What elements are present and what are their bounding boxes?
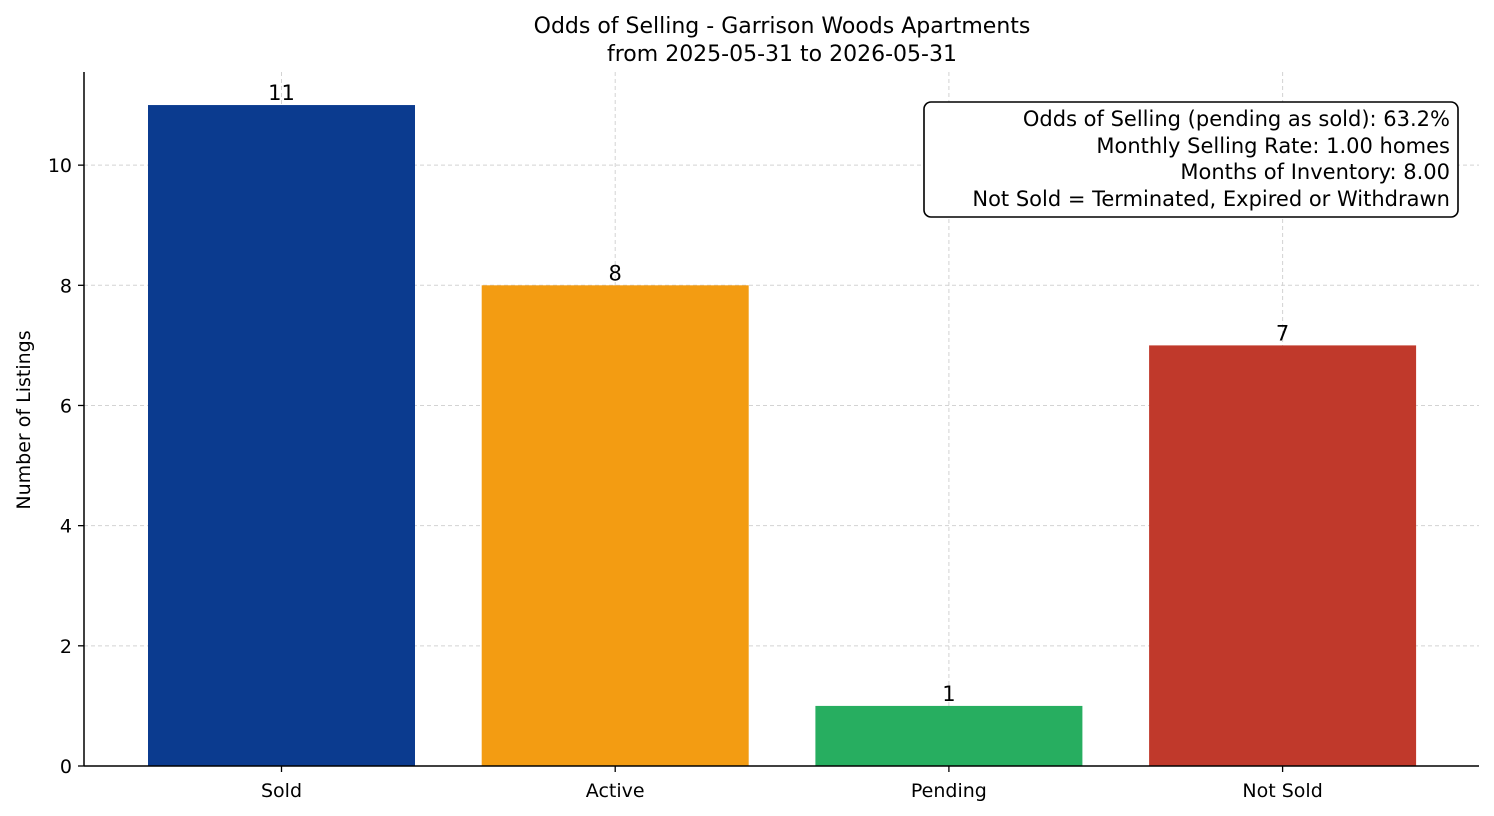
- bar-value-label: 11: [268, 81, 295, 105]
- x-tick-label: Pending: [911, 780, 987, 802]
- info-line-inventory: Months of Inventory: 8.00: [1180, 160, 1450, 184]
- y-axis-label: Number of Listings: [13, 330, 35, 509]
- data-labels: 11 8 1 7: [268, 81, 1289, 706]
- y-tick-label: 6: [60, 395, 72, 417]
- x-tick-label: Not Sold: [1242, 780, 1322, 802]
- chart-title: Odds of Selling - Garrison Woods Apartme…: [534, 14, 1031, 39]
- axes: [83, 72, 1479, 767]
- x-tick-label: Active: [586, 780, 645, 802]
- y-tick-label: 10: [48, 155, 72, 177]
- y-tick-label: 4: [60, 516, 72, 538]
- info-line-rate: Monthly Selling Rate: 1.00 homes: [1096, 134, 1450, 158]
- info-box-frame: [923, 101, 1459, 218]
- y-tick-label: 2: [60, 636, 72, 658]
- bar-pending: [815, 705, 1083, 766]
- bar-active: [481, 285, 749, 766]
- bar-value-label: 7: [1276, 321, 1289, 345]
- bars: [148, 105, 1417, 767]
- chart-subtitle: from 2025-05-31 to 2026-05-31: [607, 42, 957, 67]
- bar-value-label: 1: [942, 682, 955, 706]
- bar-not-sold: [1149, 345, 1417, 766]
- x-ticks: Sold Active Pending Not Sold: [261, 766, 1323, 802]
- x-tick-label: Sold: [261, 780, 302, 802]
- bar-sold: [148, 105, 415, 767]
- y-tick-label: 8: [60, 275, 72, 297]
- info-line-not-sold-def: Not Sold = Terminated, Expired or Withdr…: [972, 187, 1450, 211]
- info-line-odds: Odds of Selling (pending as sold): 63.2%: [1023, 107, 1450, 131]
- info-box: Odds of Selling (pending as sold): 63.2%…: [923, 101, 1459, 218]
- y-ticks: 0 2 4 6 8 10: [48, 155, 84, 778]
- bar-value-label: 8: [609, 261, 622, 285]
- y-tick-label: 0: [60, 756, 72, 778]
